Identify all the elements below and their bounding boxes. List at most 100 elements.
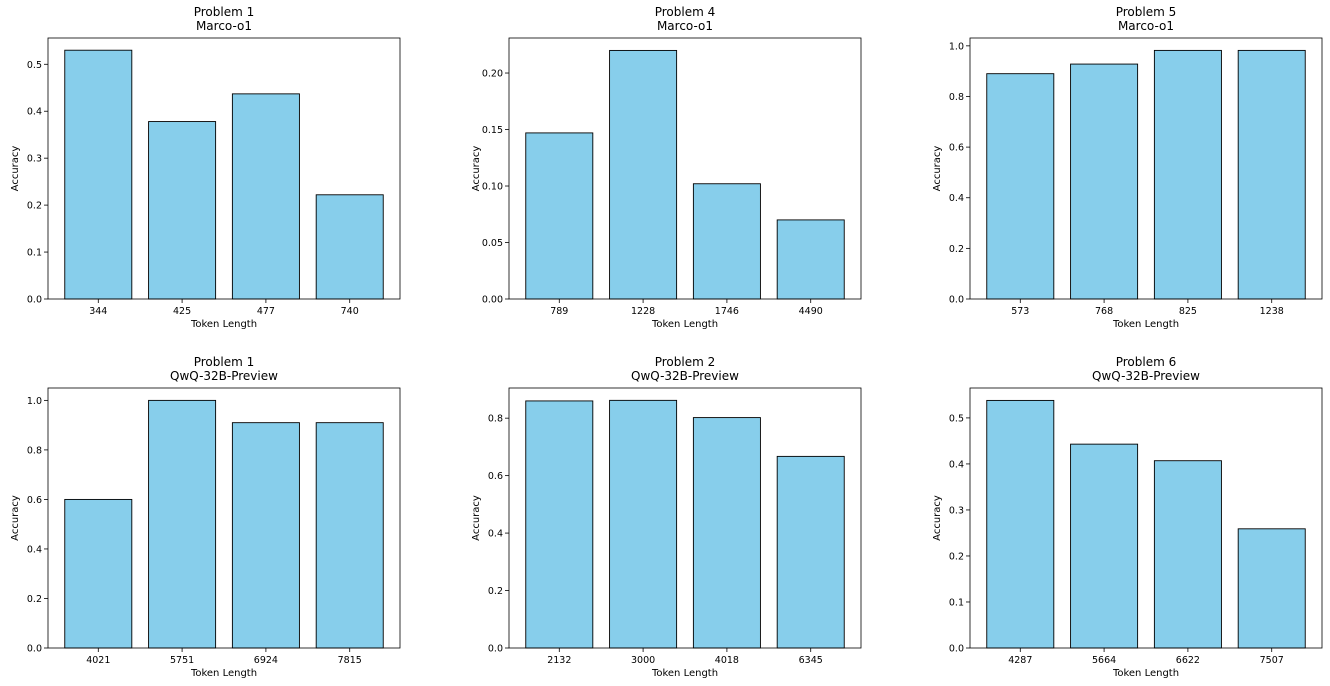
chart-title: Problem 1 [194,355,255,369]
y-axis-label: Accuracy [471,495,482,541]
y-tick-label: 0.5 [949,413,964,424]
bars [525,399,845,649]
bar [1237,49,1306,300]
chart-subtitle: QwQ-32B-Preview [1092,369,1200,383]
bar [1153,49,1222,300]
bar [64,498,133,649]
chart-subtitle: QwQ-32B-Preview [631,369,739,383]
x-axis-label: Token Length [190,319,257,330]
chart-subtitle: Marco-o1 [657,19,713,33]
x-tick-label: 4287 [1008,655,1032,666]
x-tick-label: 1238 [1260,306,1284,317]
x-tick-label: 6345 [799,655,823,666]
y-tick-label: 0.4 [27,544,42,555]
bar [231,422,300,649]
chart-subtitle: Marco-o1 [1118,19,1174,33]
x-tick-label: 7815 [338,655,362,666]
y-tick-label: 0.05 [482,238,503,249]
chart-title: Problem 5 [1116,5,1177,19]
bar [692,183,761,300]
bar [1070,63,1139,300]
bar [609,49,678,300]
chart-title: Problem 6 [1116,355,1177,369]
x-tick-label: 1746 [715,306,739,317]
y-tick-label: 1.0 [27,396,42,407]
bar [692,417,761,649]
x-tick-label: 1228 [631,306,655,317]
y-tick-label: 0.4 [949,193,964,204]
x-tick-label: 3000 [631,655,655,666]
y-tick-label: 0.1 [949,597,964,608]
y-axis-label: Accuracy [471,146,482,192]
axes-frame [969,387,1323,649]
bar [1070,443,1139,649]
y-tick-label: 0.3 [27,154,42,165]
x-tick-label: 740 [341,306,359,317]
bar [315,422,384,649]
axes-frame [508,387,862,649]
bars [64,49,384,300]
x-tick-label: 477 [257,306,275,317]
bar [1237,528,1306,649]
chart-panel-4: 4021 5751 6924 7815 0.0 0.2 0.4 0.6 0.8 1.0 Proble… [10,355,401,679]
y-tick-label: 0.4 [27,107,42,118]
y-tick-label: 0.0 [27,295,42,306]
y-tick-label: 0.3 [949,505,964,516]
y-tick-label: 0.2 [949,244,964,255]
y-tick-label: 0.4 [488,529,503,540]
y-tick-label: 0.6 [488,471,503,482]
axes-frame [969,37,1323,300]
axes-frame [47,37,401,300]
bar [609,399,678,649]
y-tick-label: 0.20 [482,69,503,80]
y-tick-label: 0.2 [27,201,42,212]
chart-subtitle: QwQ-32B-Preview [170,369,278,383]
axes-frame [508,37,862,300]
bar [525,132,594,300]
bar [231,93,300,300]
chart-title: Problem 2 [655,355,716,369]
chart-panel-3: 573 768 825 1238 0.0 0.2 0.4 0.6 0.8 1.0 Problem 5… [932,5,1323,330]
chart-panel-6: 4287 5664 6622 7507 0.0 0.1 0.2 0.3 0.4 0.5 Proble… [932,355,1323,679]
bar [315,194,384,300]
y-tick-label: 0.0 [488,644,503,655]
x-axis-label: Token Length [1112,319,1179,330]
bar [986,73,1055,300]
x-tick-label: 6924 [254,655,278,666]
y-tick-label: 0.1 [27,248,42,259]
bar [776,455,845,649]
y-tick-label: 0.15 [482,125,503,136]
chart-panel-1: 344 425 477 740 0.0 0.1 0.2 0.3 0.4 0.5 Problem 1M… [10,5,401,330]
x-tick-label: 425 [173,306,191,317]
y-tick-label: 0.8 [949,92,964,103]
bar [64,49,133,300]
bar [148,399,217,649]
x-tick-label: 6622 [1176,655,1200,666]
y-tick-label: 0.2 [27,594,42,605]
bar [1153,460,1222,649]
y-tick-label: 0.0 [949,644,964,655]
y-tick-label: 0.10 [482,182,503,193]
x-tick-label: 5751 [170,655,194,666]
y-axis-label: Accuracy [932,495,943,541]
x-axis-label: Token Length [190,668,257,679]
bars [986,49,1306,300]
y-tick-label: 0.00 [482,295,503,306]
bar [776,219,845,300]
x-tick-label: 768 [1095,306,1113,317]
y-tick-label: 0.0 [27,644,42,655]
y-axis-label: Accuracy [10,146,21,192]
y-tick-label: 0.4 [949,459,964,470]
x-axis-label: Token Length [1112,668,1179,679]
bars [525,49,845,300]
bars [986,399,1306,649]
axes-frame [47,387,401,649]
chart-panel-2: 789 1228 1746 4490 0.00 0.05 0.10 0.15 0.20 Probl… [471,5,862,330]
bar [986,399,1055,649]
bars [64,399,384,649]
y-tick-label: 0.2 [949,551,964,562]
y-tick-label: 0.8 [488,414,503,425]
x-tick-label: 4018 [715,655,739,666]
chart-panel-5: 2132 3000 4018 6345 0.0 0.2 0.4 0.6 0.8 Problem 2… [471,355,862,679]
